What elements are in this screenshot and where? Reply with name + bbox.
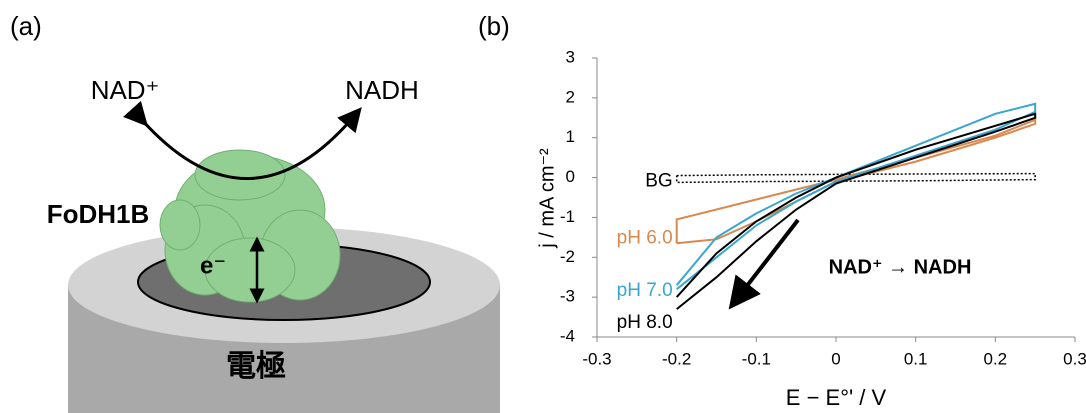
y-tick-label: -4 [560,326,575,345]
cv-curve [675,112,1037,310]
product-label: NADH [345,75,419,105]
x-tick-label: 0.1 [904,349,928,368]
x-tick-label: -0.1 [742,349,771,368]
y-tick-label: -1 [560,207,575,226]
y-axis-label: j / mA cm⁻² [536,148,558,249]
substrate-label: NAD⁺ [91,75,160,105]
y-tick-label: -3 [560,287,575,306]
enzyme [159,149,341,303]
series-label: pH 7.0 [617,280,673,301]
series-label: pH 8.0 [617,312,673,333]
y-tick-label: 1 [566,127,575,146]
cv-curve [675,118,1037,245]
cv-curve [675,172,1036,184]
x-tick-label: 0 [831,349,840,368]
panel-label: (b) [478,11,510,41]
annotation: NAD⁺ → NADH [829,256,972,278]
reaction-arrow [123,100,362,180]
panel-a: (a) e⁻ NAD⁺ NADH FoDH1B 電極 [10,11,500,413]
y-tick-label: 0 [566,167,575,186]
electron-label: e⁻ [200,252,226,279]
enzyme-label: FoDH1B [47,199,150,229]
electrode-label: 電極 [226,350,286,383]
x-tick-label: 0.2 [984,349,1008,368]
x-tick-label: -0.3 [582,349,611,368]
series-label: BG [645,171,672,192]
cv-curve [675,102,1037,290]
x-axis-label: E − E°' / V [786,385,887,410]
chart: -4 -3 -2 -1 0 1 2 3 -0.3 -0.2 -0.1 0 0.1 0.2 0.3 E − E°… [536,47,1086,409]
x-tick-label: 0.3 [1063,349,1086,368]
direction-arrow [728,218,800,310]
y-tick-label: 2 [566,87,575,106]
x-tick-label: -0.2 [662,349,691,368]
y-tick-label: 3 [566,47,575,66]
y-tick-label: -2 [560,247,575,266]
panel-label: (a) [10,11,42,41]
series-label: pH 6.0 [617,227,673,248]
